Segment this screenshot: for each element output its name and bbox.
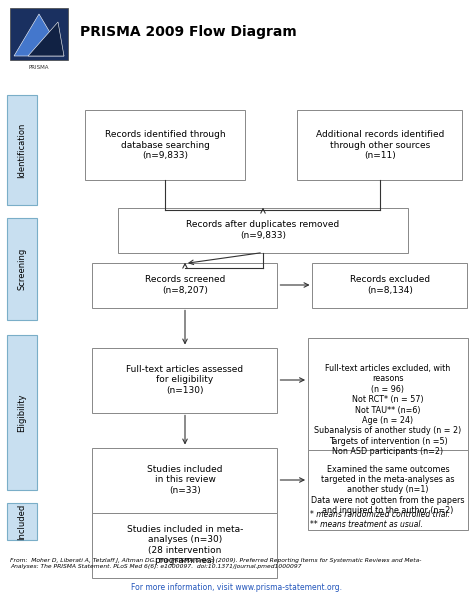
Text: Studies included in meta-
analyses (n=30)
(28 intervention
programmes): Studies included in meta- analyses (n=30… xyxy=(127,525,243,565)
Text: Included: Included xyxy=(18,503,27,540)
Text: Full-text articles excluded, with
reasons
(n = 96)
Not RCT* (n = 57)
Not TAU** (: Full-text articles excluded, with reason… xyxy=(314,364,462,456)
FancyBboxPatch shape xyxy=(85,110,245,180)
Text: Studies included
in this review
(n=33): Studies included in this review (n=33) xyxy=(147,465,223,495)
Text: Records excluded
(n=8,134): Records excluded (n=8,134) xyxy=(350,275,430,295)
FancyBboxPatch shape xyxy=(92,448,277,512)
Text: Eligibility: Eligibility xyxy=(18,393,27,432)
Polygon shape xyxy=(28,22,64,56)
FancyBboxPatch shape xyxy=(7,503,37,540)
Text: Full-text articles assessed
for eligibility
(n=130): Full-text articles assessed for eligibil… xyxy=(127,365,244,395)
Text: Screening: Screening xyxy=(18,248,27,290)
Text: * means randomized controlled trial.: * means randomized controlled trial. xyxy=(310,510,450,519)
Text: For more information, visit www.prisma-statement.org.: For more information, visit www.prisma-s… xyxy=(131,583,343,592)
FancyBboxPatch shape xyxy=(7,218,37,320)
FancyBboxPatch shape xyxy=(312,263,467,308)
Text: PRISMA: PRISMA xyxy=(29,65,49,70)
FancyBboxPatch shape xyxy=(92,512,277,578)
FancyBboxPatch shape xyxy=(308,450,468,530)
Text: Records after duplicates removed
(n=9,833): Records after duplicates removed (n=9,83… xyxy=(186,221,340,240)
FancyBboxPatch shape xyxy=(7,335,37,490)
Text: From:  Moher D, Liberati A, Tetzlaff J, Altman DG. The PRISMA Group (2009). Pref: From: Moher D, Liberati A, Tetzlaff J, A… xyxy=(10,558,421,569)
FancyBboxPatch shape xyxy=(7,95,37,205)
FancyBboxPatch shape xyxy=(92,263,277,308)
FancyBboxPatch shape xyxy=(92,347,277,413)
Text: Records screened
(n=8,207): Records screened (n=8,207) xyxy=(145,275,225,295)
FancyBboxPatch shape xyxy=(10,8,68,60)
Text: Additional records identified
through other sources
(n=11): Additional records identified through ot… xyxy=(316,130,444,160)
Polygon shape xyxy=(14,14,64,56)
Text: ** means treatment as usual.: ** means treatment as usual. xyxy=(310,520,423,529)
FancyBboxPatch shape xyxy=(308,337,468,483)
FancyBboxPatch shape xyxy=(118,208,408,253)
Text: Records identified through
database searching
(n=9,833): Records identified through database sear… xyxy=(105,130,225,160)
Text: Examined the same outcomes
targeted in the meta-analyses as
another study (n=1)
: Examined the same outcomes targeted in t… xyxy=(311,465,465,515)
FancyBboxPatch shape xyxy=(298,110,463,180)
Text: Identification: Identification xyxy=(18,122,27,178)
Text: PRISMA 2009 Flow Diagram: PRISMA 2009 Flow Diagram xyxy=(80,25,297,39)
